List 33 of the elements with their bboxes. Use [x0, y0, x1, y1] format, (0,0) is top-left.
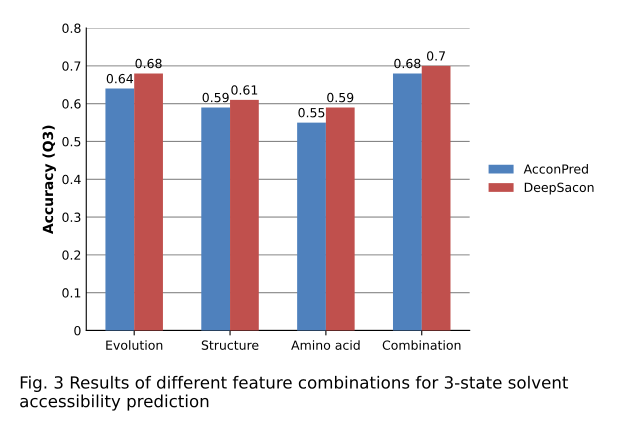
bar	[134, 73, 163, 330]
caption: Fig. 3 Results of different feature combinations for 3-state solvent accessibility prediction	[20, 376, 568, 411]
y-tick-label: 0.6	[62, 99, 81, 109]
y-tick-label: 0.1	[62, 288, 80, 298]
data-label: 0.68	[135, 58, 162, 68]
bar	[392, 73, 422, 330]
x-tick-label: Evolution	[106, 340, 162, 350]
data-label: 0.55	[298, 108, 324, 118]
data-label: 0.64	[106, 74, 134, 84]
bar	[230, 100, 259, 330]
x-tick-label: Structure	[202, 340, 258, 350]
x-tick-label: Amino acid	[291, 340, 360, 350]
bar	[105, 88, 134, 330]
bar	[297, 122, 326, 330]
data-label: 0.7	[427, 51, 445, 61]
legend-label: AcconPred	[524, 164, 588, 174]
x-tick-label: Combination	[382, 340, 460, 350]
y-tick-label: 0.4	[62, 174, 81, 184]
data-label: 0.59	[327, 92, 354, 102]
y-tick-label: 0.7	[62, 61, 80, 71]
y-tick-label: 0.5	[62, 136, 80, 146]
y-tick-label: 0	[74, 326, 81, 336]
bar	[326, 107, 355, 330]
data-label: 0.68	[394, 58, 420, 68]
y-tick-label: 0.3	[62, 212, 80, 222]
legend-label: DeepSacon	[524, 182, 594, 195]
y-axis-title: Accuracy (Q3)	[42, 126, 56, 234]
data-label: 0.61	[231, 85, 258, 95]
bar	[201, 107, 230, 330]
data-label: 0.59	[202, 92, 229, 102]
y-tick-label: 0.2	[62, 250, 80, 260]
y-tick-label: 0.8	[62, 24, 81, 34]
bar	[422, 66, 450, 330]
